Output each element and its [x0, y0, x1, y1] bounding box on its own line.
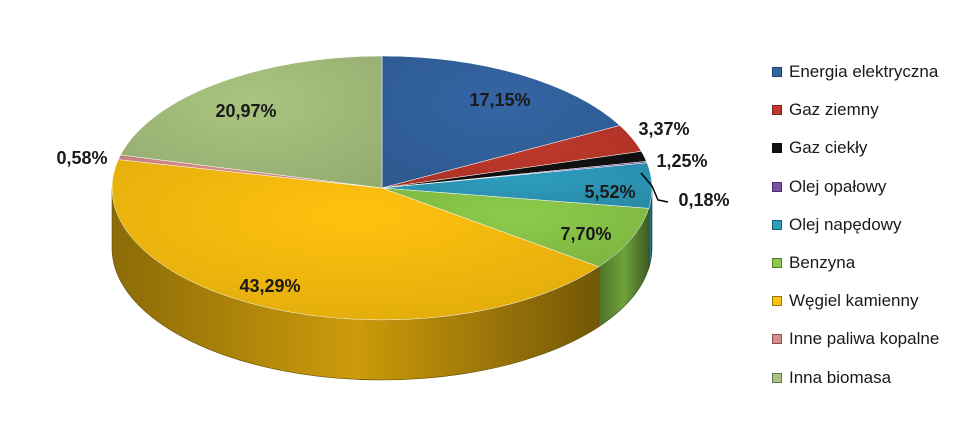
legend-item: Inne paliwa kopalne [772, 325, 972, 363]
legend-label: Energia elektryczna [789, 62, 939, 81]
legend-item: Gaz ziemny [772, 96, 972, 134]
legend: Energia elektryczna Gaz ziemny Gaz ciekły O… [772, 58, 972, 402]
legend-item: Olej opałowy [772, 173, 972, 211]
legend-item: Inna biomasa [772, 364, 972, 402]
data-label-5: 7,70% [560, 224, 611, 244]
legend-item: Gaz ciekły [772, 134, 972, 172]
data-label-0: 17,15% [469, 90, 530, 110]
legend-swatch [772, 296, 782, 307]
legend-swatch [772, 143, 782, 154]
legend-item: Benzyna [772, 249, 972, 287]
data-label-7: 0,58% [56, 148, 107, 168]
pie-slices [111, 55, 653, 321]
legend-item: Węgiel kamienny [772, 287, 972, 325]
legend-label: Inna biomasa [789, 367, 892, 387]
legend-swatch [772, 257, 782, 268]
data-label-8: 20,97% [215, 101, 276, 121]
pie-slice-energia-elektryczna [381, 55, 621, 189]
data-labels: 17,15% 3,37% 1,25% 0,18% 5,52% 7,70% 43,29% 0,5… [56, 90, 729, 296]
leader-line-olej-opalowy [640, 172, 669, 203]
legend-label: Węgiel kamienny [789, 291, 919, 311]
legend-item: Olej napędowy [772, 211, 972, 249]
legend-swatch [772, 372, 782, 383]
legend-label: Inne paliwa kopalne [789, 329, 940, 349]
legend-label: Benzyna [789, 252, 856, 272]
pie-slice-inna-biomasa [120, 55, 383, 189]
legend-swatch [772, 334, 782, 345]
legend-swatch [772, 181, 782, 192]
pie-slice-węgiel-kamienny [111, 159, 600, 321]
legend-swatch [772, 67, 782, 77]
legend-item: Energia elektryczna [772, 58, 972, 96]
data-label-3: 0,18% [678, 190, 729, 210]
legend-label: Olej opałowy [789, 176, 887, 196]
data-label-4: 5,52% [584, 182, 635, 202]
data-label-2: 1,25% [656, 151, 707, 171]
data-label-1: 3,37% [638, 119, 689, 139]
legend-label: Olej napędowy [789, 214, 902, 234]
leader-lines [640, 172, 669, 203]
legend-label: Gaz ziemny [789, 100, 879, 120]
legend-swatch [772, 219, 782, 230]
legend-label: Gaz ciekły [789, 138, 868, 158]
data-label-6: 43,29% [239, 276, 300, 296]
pie-slice-benzyna [381, 187, 650, 267]
legend-swatch [772, 105, 782, 116]
